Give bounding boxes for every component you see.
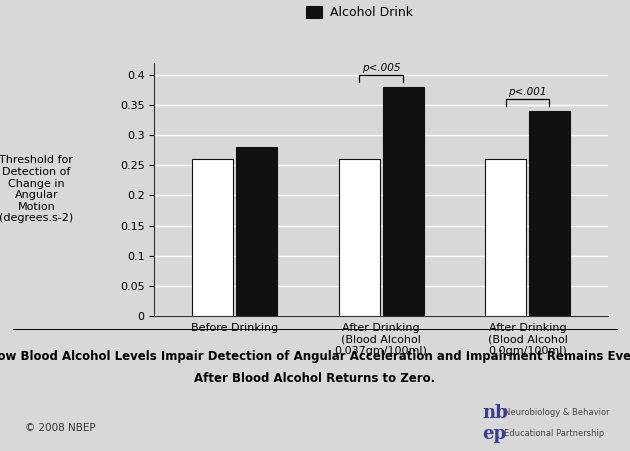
Text: nb: nb [482,404,508,422]
Bar [529,111,570,316]
Text: © 2008 NBEP: © 2008 NBEP [25,423,96,433]
Text: Neurobiology & Behavior: Neurobiology & Behavior [504,408,610,417]
Bar [485,159,526,316]
Bar [236,147,277,316]
Text: Low Blood Alcohol Levels Impair Detection of Angular Acceleration and Impairment: Low Blood Alcohol Levels Impair Detectio… [0,350,630,363]
Bar [382,87,423,316]
Bar [192,159,233,316]
Bar [339,159,380,316]
Text: Educational Partnership: Educational Partnership [504,429,604,438]
Y-axis label: Threshold for
Detection of
Change in
Angular
Motion
(degrees.s-2): Threshold for Detection of Change in Ang… [0,156,74,223]
Text: p<.005: p<.005 [362,63,401,74]
Text: p<.001: p<.001 [508,87,547,97]
Text: ep: ep [482,425,506,443]
Text: After Blood Alcohol Returns to Zero.: After Blood Alcohol Returns to Zero. [195,373,435,385]
Legend: Placebo Drink, Alcohol Drink: Placebo Drink, Alcohol Drink [306,0,416,19]
